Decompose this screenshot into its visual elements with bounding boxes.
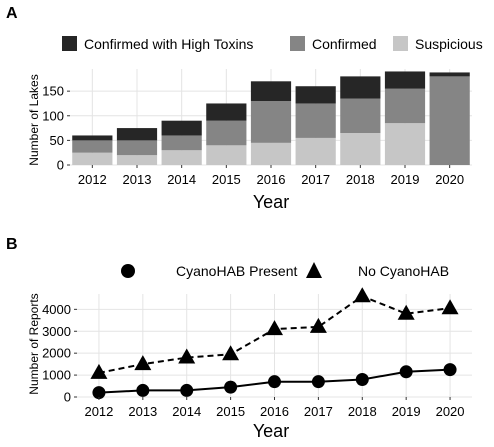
chart-b-x-tick-label: 2020 (436, 404, 465, 419)
legend-label-no-cyanohab: No CyanoHAB (358, 263, 449, 279)
bar-suspicious-2019 (384, 123, 426, 165)
bar-suspicious-2016 (250, 142, 292, 165)
bar-suspicious-2013 (116, 155, 158, 165)
point-no-cyanohab-2016 (266, 320, 283, 336)
bar-confirmed-with-high-toxins-2014 (161, 120, 202, 136)
point-cyanohab-present-2012 (92, 386, 106, 400)
bar-confirmed-with-high-toxins-2017 (295, 86, 336, 104)
bar-confirmed-2014 (161, 135, 202, 151)
point-cyanohab-present-2015 (224, 380, 238, 394)
panel-b-label: B (6, 236, 18, 253)
bar-confirmed-with-high-toxins-2019 (384, 71, 426, 89)
chart-b-y-tick-label: 3000 (42, 324, 71, 339)
point-no-cyanohab-2015 (222, 345, 240, 361)
chart-b-x-tick-label: 2016 (260, 404, 289, 419)
bar-suspicious-2015 (206, 145, 247, 165)
point-no-cyanohab-2013 (134, 355, 152, 371)
chart-b-y-tick-label: 4000 (42, 302, 71, 317)
chart-a-x-tick-label: 2020 (435, 172, 464, 187)
chart-b-legend: CyanoHAB Present No CyanoHAB (121, 262, 449, 279)
chart-a-y-tick-label: 150 (42, 84, 64, 99)
chart-a-y-tick-label: 50 (50, 133, 64, 148)
bar-confirmed-with-high-toxins-2013 (116, 128, 158, 141)
point-cyanohab-present-2020 (443, 363, 457, 377)
panel-a-label: A (6, 5, 18, 22)
chart-b: 0 1000 2000 3000 4000 2012 2013 2014 2015 2016 201… (42, 287, 472, 419)
bar-confirmed-2020 (429, 76, 470, 165)
point-cyanohab-present-2017 (311, 375, 325, 389)
point-no-cyanohab-2020 (441, 299, 459, 315)
chart-a-x-tick-label: 2016 (257, 172, 286, 187)
chart-a-legend: Confirmed with High Toxins Confirmed Sus… (62, 36, 483, 52)
point-cyanohab-present-2018 (355, 372, 369, 386)
chart-b-y-tick-label: 2000 (42, 346, 71, 361)
point-no-cyanohab-2017 (309, 317, 327, 333)
point-no-cyanohab-2019 (397, 304, 415, 320)
legend-swatch-suspicious (393, 36, 408, 51)
chart-a-x-tick-label: 2012 (78, 172, 107, 187)
bar-confirmed-2013 (116, 140, 158, 156)
chart-a-x-title: Year (253, 192, 289, 212)
bar-confirmed-2016 (250, 101, 292, 143)
chart-a-x-tick-label: 2015 (212, 172, 241, 187)
chart-b-x-tick-label: 2012 (84, 404, 113, 419)
chart-b-y-tick-label: 0 (64, 390, 71, 405)
chart-b-x-title: Year (253, 421, 289, 441)
chart-a-x-tick-label: 2018 (346, 172, 375, 187)
bar-confirmed-with-high-toxins-2016 (250, 81, 292, 101)
bar-confirmed-with-high-toxins-2018 (340, 76, 381, 99)
bar-confirmed-2015 (206, 120, 247, 146)
point-no-cyanohab-2014 (178, 348, 196, 364)
chart-b-x-tick-label: 2018 (348, 404, 377, 419)
chart-b-x-tick-label: 2017 (304, 404, 333, 419)
bar-confirmed-2018 (340, 98, 381, 133)
chart-a-y-tick-label: 100 (42, 108, 64, 123)
chart-a-x-tick-label: 2017 (301, 172, 330, 187)
bar-confirmed-2017 (295, 103, 336, 138)
chart-b-x-tick-label: 2014 (172, 404, 201, 419)
bar-suspicious-2018 (340, 133, 381, 165)
chart-a-y-title: Number of Lakes (27, 74, 41, 165)
legend-marker-no-cyanohab (306, 262, 322, 278)
chart-b-y-title: Number of Reports (27, 293, 41, 394)
chart-b-x-tick-label: 2019 (392, 404, 421, 419)
bar-suspicious-2014 (161, 150, 202, 165)
chart-a-x-tick-label: 2014 (167, 172, 196, 187)
legend-marker-cyanohab-present (121, 264, 135, 278)
point-cyanohab-present-2019 (399, 365, 413, 379)
bar-confirmed-2019 (384, 88, 426, 124)
legend-label-suspicious: Suspicious (415, 36, 483, 52)
bar-suspicious-2012 (72, 152, 113, 165)
legend-label-cyanohab-present: CyanoHAB Present (176, 263, 298, 279)
chart-b-y-tick-label: 1000 (42, 368, 71, 383)
point-cyanohab-present-2013 (136, 383, 150, 397)
legend-swatch-confirmed (290, 36, 305, 51)
chart-a: 0 50 100 150 2012 2013 2014 2015 2016 2017 2018 201… (42, 69, 472, 187)
bar-confirmed-with-high-toxins-2020 (429, 72, 470, 77)
chart-a-x-tick-label: 2013 (123, 172, 152, 187)
bar-confirmed-with-high-toxins-2012 (72, 135, 113, 141)
chart-b-x-tick-label: 2015 (216, 404, 245, 419)
chart-a-y-tick-label: 0 (57, 158, 64, 173)
legend-label-high-toxins: Confirmed with High Toxins (84, 36, 253, 52)
point-no-cyanohab-2012 (90, 363, 108, 379)
point-no-cyanohab-2018 (353, 287, 371, 303)
legend-label-confirmed: Confirmed (312, 36, 377, 52)
bar-confirmed-with-high-toxins-2015 (206, 103, 247, 121)
bar-confirmed-2012 (72, 140, 113, 153)
bar-suspicious-2017 (295, 137, 336, 165)
legend-swatch-high-toxins (62, 36, 77, 51)
point-cyanohab-present-2016 (268, 375, 281, 389)
point-cyanohab-present-2014 (180, 383, 194, 397)
chart-a-x-tick-label: 2019 (391, 172, 420, 187)
chart-b-x-tick-label: 2013 (128, 404, 157, 419)
